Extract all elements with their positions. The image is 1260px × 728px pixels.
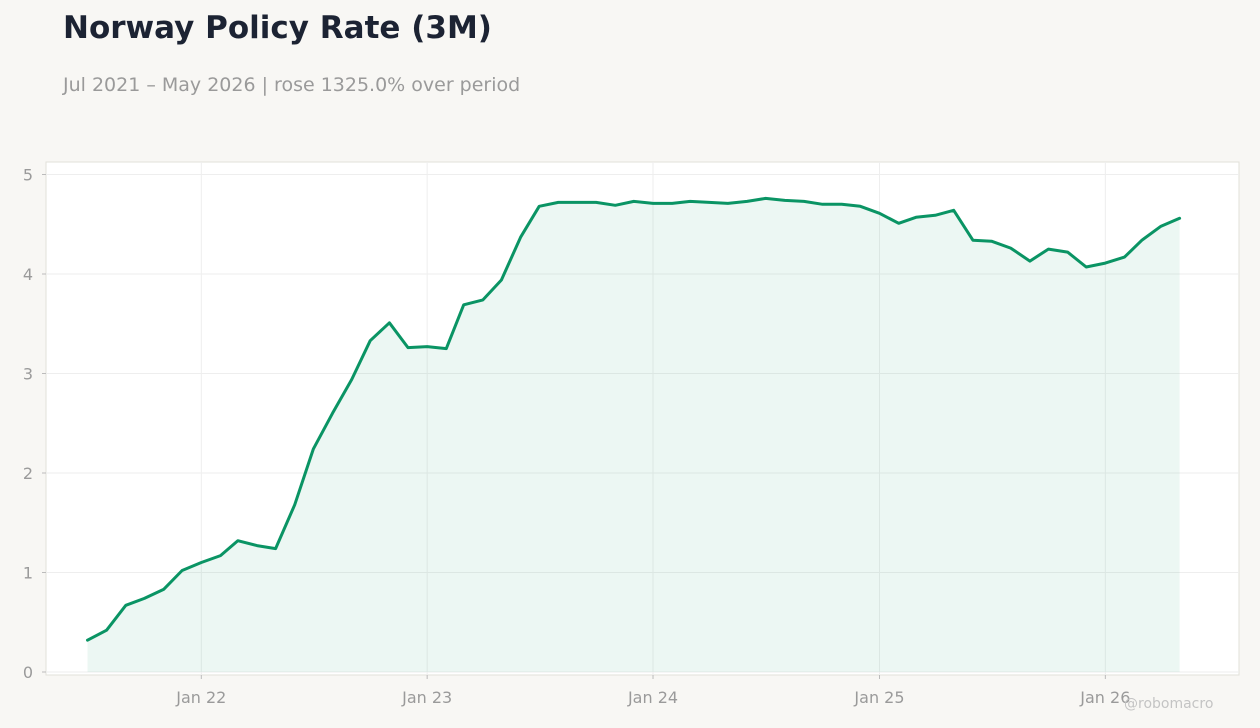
watermark: @robomacro: [1124, 696, 1214, 712]
x-tick-label: Jan 25: [853, 688, 904, 707]
x-tick-label: Jan 22: [175, 688, 226, 707]
y-tick-label: 5: [23, 166, 33, 185]
area-layer: [87, 198, 1180, 672]
plot-area: [45, 161, 1240, 676]
y-tick-label: 0: [23, 663, 33, 682]
y-tick-label: 1: [23, 564, 33, 583]
x-tick-label: Jan 24: [627, 688, 678, 707]
series-line: [86, 196, 1182, 642]
y-axis-ticks: 0 1 2 3 4 5: [23, 166, 46, 682]
chart-subtitle: Jul 2021 – May 2026 | rose 1325.0% over …: [63, 74, 521, 96]
y-tick-label: 2: [23, 464, 33, 483]
line-layer: [86, 196, 1182, 642]
chart-title: Norway Policy Rate (3M): [63, 10, 492, 46]
y-tick-label: 3: [23, 365, 33, 384]
x-axis-ticks: Jan 22 Jan 23 Jan 24 Jan 25 Jan 26: [175, 675, 1130, 707]
x-tick-label: Jan 26: [1079, 688, 1130, 707]
series-area-fill: [87, 198, 1180, 672]
x-tick-label: Jan 23: [401, 688, 452, 707]
y-tick-label: 4: [23, 265, 33, 284]
grid-lines: [46, 162, 1239, 675]
